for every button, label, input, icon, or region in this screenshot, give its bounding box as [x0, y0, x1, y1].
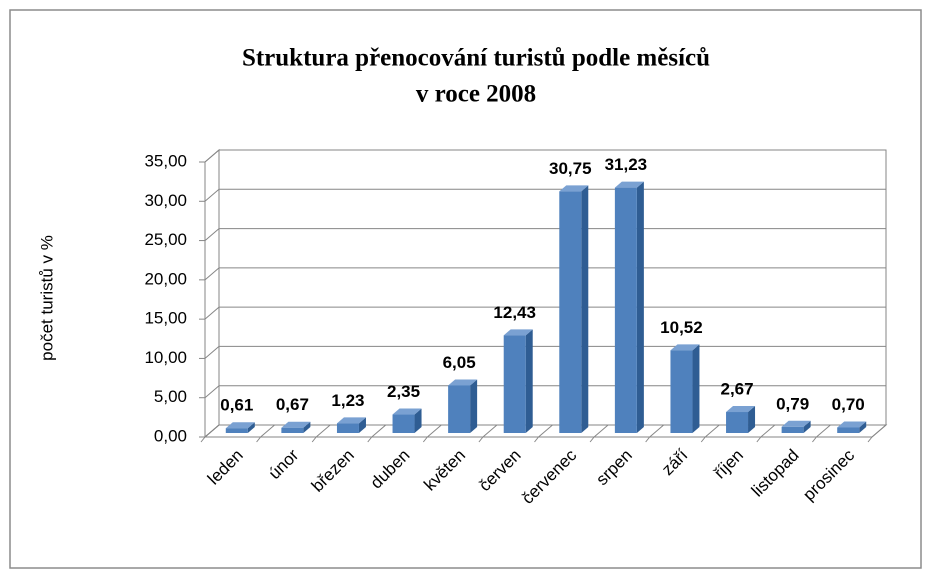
grid-line [204, 188, 886, 202]
y-tick-label: 30,00 [144, 191, 187, 210]
floor-divider [427, 424, 442, 438]
bar-side [581, 185, 589, 433]
chart-title: v roce 2008 [416, 81, 536, 108]
bar-top [503, 329, 533, 336]
bar-top [559, 185, 589, 192]
x-tick-mark [812, 436, 817, 443]
x-tick-mark [311, 436, 317, 443]
y-tick-label: 25,00 [144, 230, 187, 249]
grid-line [204, 345, 886, 359]
value-label: 12,43 [493, 303, 536, 322]
bar-top [837, 421, 867, 428]
x-tick-mark [867, 436, 873, 443]
bar-side [803, 420, 811, 433]
x-tick-mark [589, 436, 595, 443]
value-label: 0,67 [276, 395, 309, 414]
grid-line [204, 149, 886, 163]
floor-divider [315, 424, 331, 438]
floor-divider [538, 424, 553, 438]
bar-side [414, 408, 422, 433]
bar-side [358, 417, 366, 433]
bar-top [448, 379, 478, 386]
bar [614, 187, 637, 433]
side-wall [204, 148, 220, 439]
value-label: 2,67 [720, 380, 753, 399]
floor-divider [760, 424, 776, 438]
floor-divider [482, 424, 498, 438]
bar-side [636, 181, 644, 433]
bar [392, 414, 415, 433]
bar-side [748, 406, 756, 433]
value-label: 31,23 [605, 155, 648, 174]
x-tick-mark [534, 436, 539, 443]
floor-divider [371, 424, 387, 438]
floor-divider [704, 424, 720, 438]
value-label: 6,05 [443, 353, 476, 372]
floor-divider [204, 424, 220, 438]
chart-title: Struktura přenocování turistů podle měsí… [242, 45, 710, 72]
floor-divider [649, 424, 664, 438]
y-tick-label: 0,00 [154, 426, 187, 445]
value-label: 0,61 [220, 396, 253, 415]
bar [225, 428, 248, 433]
grid-line [204, 267, 886, 281]
bar-top [670, 344, 700, 351]
bar-side [692, 344, 700, 433]
bar-side [303, 421, 311, 433]
floor-divider [260, 424, 275, 438]
grid-line [204, 228, 886, 241]
bar [670, 350, 693, 433]
bar [559, 191, 582, 433]
bar [837, 427, 860, 433]
x-tick-mark [478, 436, 484, 443]
value-label: 1,23 [331, 391, 364, 410]
bar-top [614, 181, 644, 188]
y-axis-label: počet turistů v % [37, 235, 56, 361]
y-tick-label: 10,00 [144, 348, 187, 367]
bar-side [525, 329, 533, 433]
bar-side [859, 421, 867, 433]
y-tick-label: 15,00 [144, 309, 187, 328]
grid-line [204, 385, 886, 399]
x-tick-mark [200, 436, 206, 443]
bar-top [336, 417, 366, 424]
floor-divider [816, 424, 831, 438]
bar [781, 426, 804, 433]
bar-side [470, 379, 478, 433]
bar [726, 412, 749, 433]
bar-top [392, 408, 422, 415]
x-tick-mark [367, 436, 373, 443]
grid-line [204, 306, 886, 320]
x-tick-mark [700, 436, 706, 443]
bar [336, 423, 359, 433]
back-wall [218, 149, 887, 426]
bar-top [281, 421, 311, 428]
value-label: 10,52 [660, 318, 703, 337]
floor-divider [593, 424, 609, 438]
bar-top [225, 422, 255, 429]
value-label: 0,79 [776, 394, 809, 413]
bar [281, 427, 304, 433]
x-tick-mark [756, 436, 762, 443]
y-tick-label: 35,00 [144, 151, 187, 170]
bar-top [781, 420, 811, 427]
bar-side [247, 422, 255, 433]
value-label: 30,75 [549, 159, 592, 178]
value-label: 2,35 [387, 382, 420, 401]
x-tick-mark [256, 436, 261, 443]
floor-divider [871, 424, 887, 438]
x-tick-mark [422, 436, 428, 443]
y-tick-label: 20,00 [144, 269, 187, 288]
x-tick-mark [645, 436, 651, 443]
bar-top [726, 406, 756, 413]
y-tick-label: 5,00 [154, 387, 187, 406]
value-label: 0,70 [832, 395, 865, 414]
bar [448, 385, 471, 433]
bar [503, 335, 526, 433]
